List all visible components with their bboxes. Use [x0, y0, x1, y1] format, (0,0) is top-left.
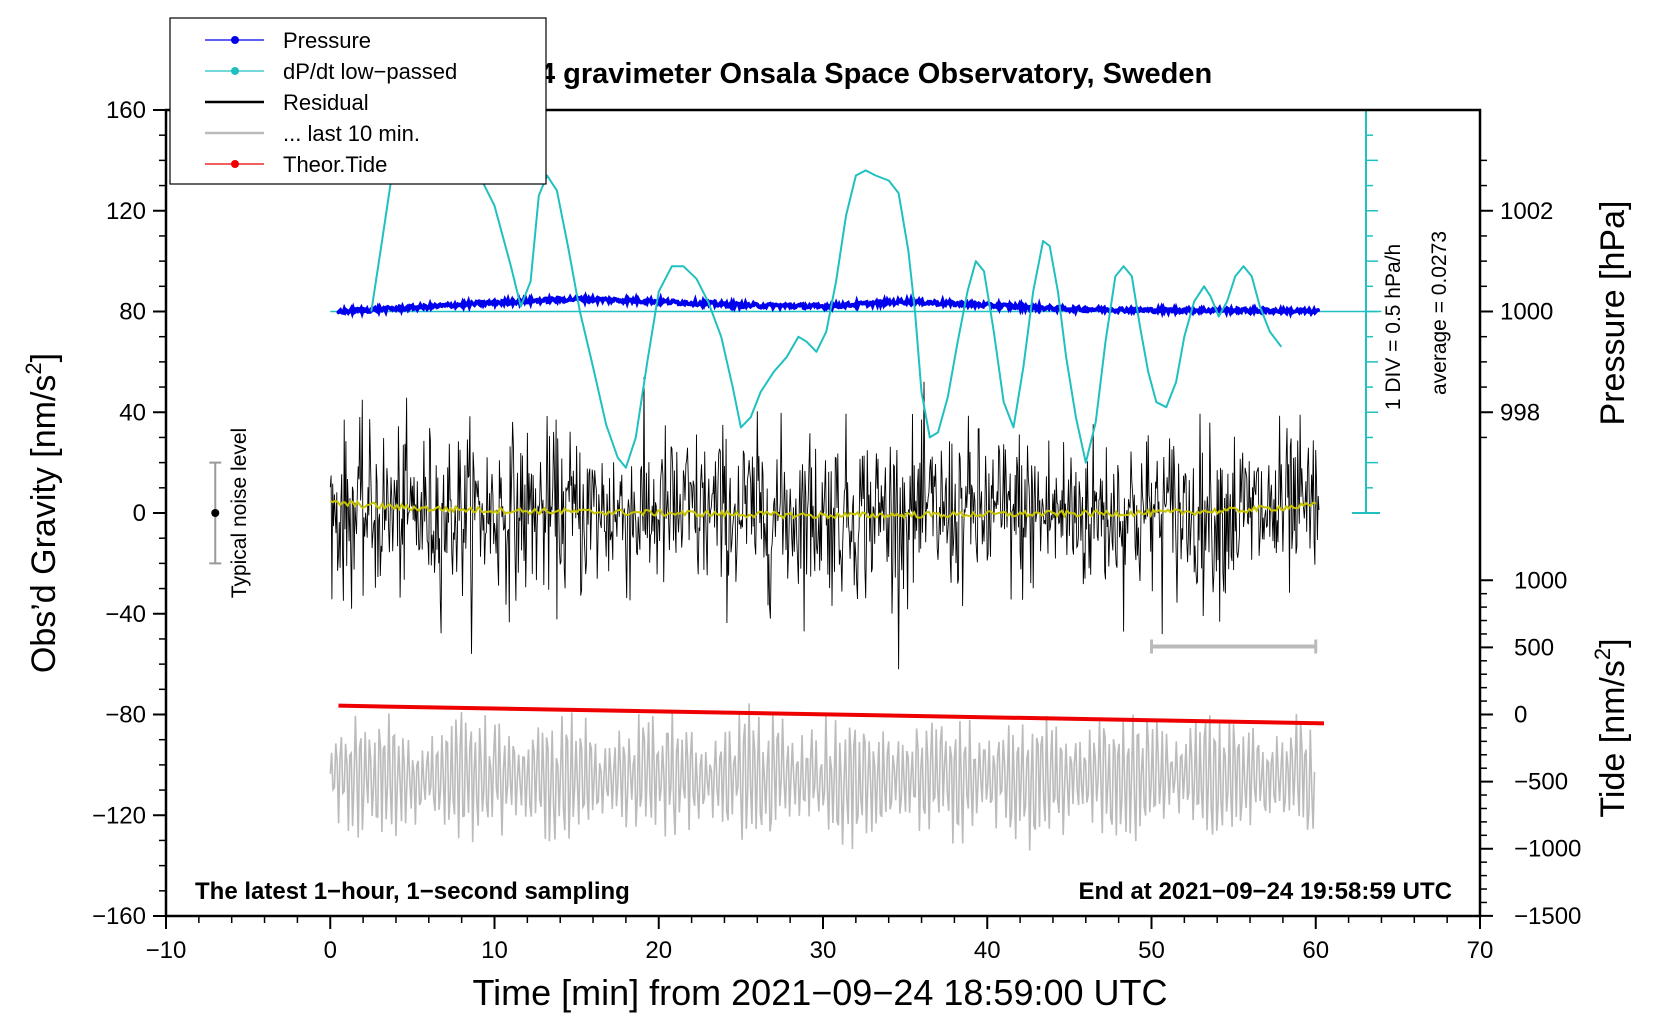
axes-layer: −10 0 10 20 30 40 50 60 70 −160 −120 −80 −40 0 40 80 120…	[92, 97, 1581, 964]
footer-right: End at 2021−09−24 19:58:59 UTC	[1078, 878, 1452, 905]
legend-label: Residual	[283, 90, 369, 115]
y-tick-label: −80	[105, 702, 146, 729]
x-tick-label: 60	[1302, 937, 1329, 964]
legend: Pressure dP/dt low−passed Residual ... last…	[169, 17, 547, 185]
x-tick-label: −10	[146, 937, 187, 964]
noise-level-label: Typical noise level	[228, 428, 251, 598]
x-axis-label: Time [min] from 2021−09−24 18:59:00 UTC	[472, 972, 1167, 1013]
y-tick-label: −160	[92, 903, 146, 930]
y-tick-label: −40	[105, 601, 146, 628]
dpdt-scale-label: 1 DIV = 0.5 hPa/h	[1382, 244, 1405, 410]
residual-line	[329, 376, 1320, 670]
y-tick-label: 0	[133, 500, 146, 527]
y-tick-label: 120	[106, 198, 146, 225]
chart-title: SCG_054 gravimeter Onsala Space Observat…	[428, 58, 1212, 90]
pressure-tick-label: 1002	[1500, 198, 1553, 225]
x-tick-label: 20	[645, 937, 672, 964]
dpdt-average-label: average = 0.0273	[1428, 231, 1451, 395]
pressure-tick-label: 998	[1500, 399, 1540, 426]
noise-level-dot	[211, 509, 220, 517]
legend-label: Theor.Tide	[283, 152, 387, 177]
tide-tick-label: 1000	[1514, 567, 1567, 594]
y-axis-label-main: Obs’d Gravity [nm/s	[25, 375, 63, 674]
last-10-min-line	[329, 703, 1316, 851]
legend-swatch-dot	[231, 67, 239, 75]
tide-tick-label: 500	[1514, 634, 1554, 661]
footer-left: The latest 1−hour, 1−second sampling	[195, 878, 630, 905]
tide-axis-label-sup: 2	[1590, 648, 1615, 660]
x-tick-label: 30	[810, 937, 837, 964]
x-tick-label: 70	[1467, 937, 1494, 964]
tide-axis-label: Tide [nm/s2]	[1590, 638, 1632, 817]
legend-label: dP/dt low−passed	[283, 59, 457, 84]
legend-label: ... last 10 min.	[283, 121, 420, 146]
tide-tick-label: −500	[1514, 769, 1568, 796]
x-tick-label: 40	[974, 937, 1001, 964]
legend-swatch-dot	[231, 160, 239, 168]
series-layer	[209, 109, 1382, 851]
dpdt-line	[370, 121, 1283, 469]
pressure-line	[336, 291, 1320, 319]
y-axis-label-sup: 2	[21, 362, 46, 374]
pressure-tick-label: 1000	[1500, 299, 1553, 326]
legend-label: Pressure	[283, 28, 371, 53]
y-tick-label: 80	[119, 299, 146, 326]
y-tick-label: 40	[119, 399, 146, 426]
legend-swatch-dot	[231, 36, 239, 44]
residual-smoothed-line	[329, 499, 1316, 520]
tide-axis-label-main: Tide [nm/s	[1594, 660, 1632, 817]
theoretical-tide-line	[338, 703, 1324, 726]
tide-tick-label: 0	[1514, 702, 1527, 729]
pressure-axis-label: Pressure [hPa]	[1594, 201, 1632, 426]
x-tick-label: 10	[481, 937, 508, 964]
y-axis-label-close: ]	[25, 353, 63, 362]
y-tick-label: 160	[106, 97, 146, 124]
tide-axis-label-close: ]	[1594, 638, 1632, 647]
tide-tick-label: −1500	[1514, 903, 1581, 930]
x-tick-label: 0	[324, 937, 337, 964]
x-tick-label: 50	[1138, 937, 1165, 964]
y-tick-label: −120	[92, 802, 146, 829]
tide-tick-label: −1000	[1514, 836, 1581, 863]
y-axis-label: Obs’d Gravity [nm/s2]	[21, 353, 63, 673]
